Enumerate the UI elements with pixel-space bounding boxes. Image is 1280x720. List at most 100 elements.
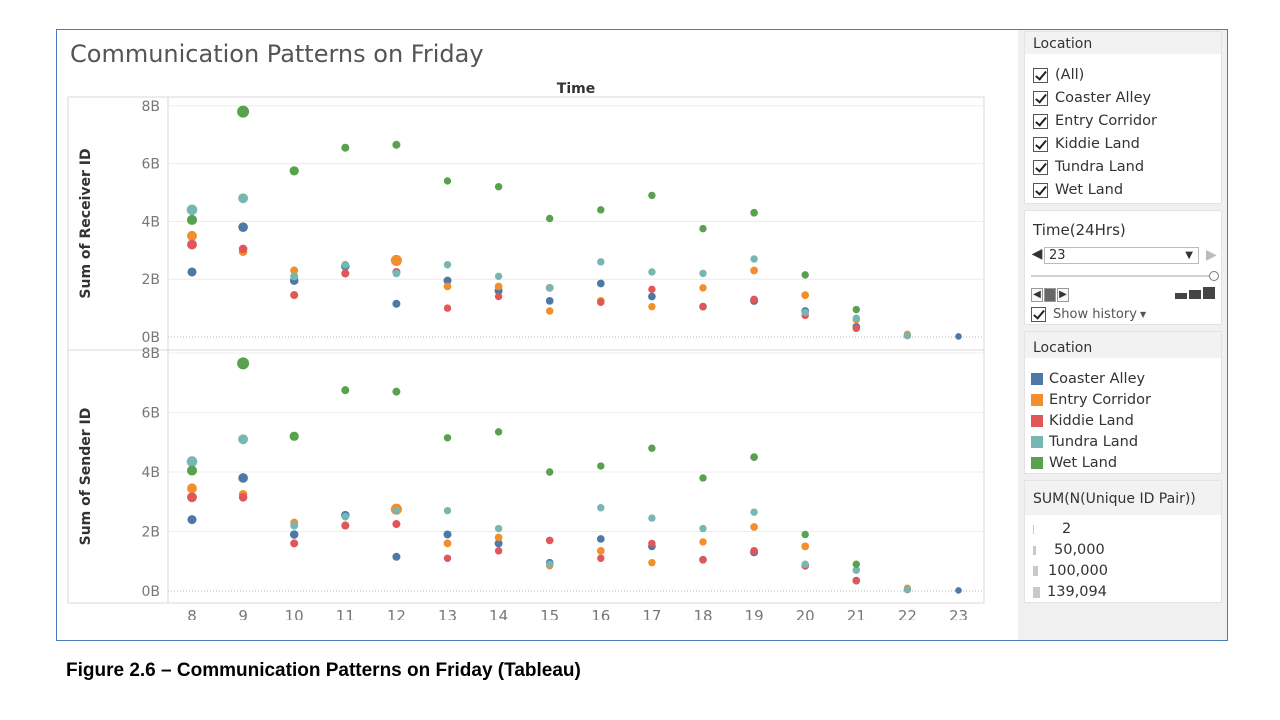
- data-point: [852, 560, 860, 568]
- data-point: [443, 530, 452, 539]
- data-point: [699, 538, 707, 546]
- data-point: [852, 566, 860, 574]
- y-tick-label: 4B: [141, 214, 160, 230]
- x-tick-label: 12: [387, 607, 406, 620]
- caret-down-icon[interactable]: ▼: [1139, 309, 1147, 319]
- filter-item-label: (All): [1055, 67, 1085, 83]
- data-point: [546, 284, 554, 292]
- checkbox-icon[interactable]: [1033, 136, 1048, 152]
- size-legend-mark: [1033, 524, 1034, 534]
- size-legend-item: 2: [1033, 519, 1071, 539]
- legend-swatch: [1031, 436, 1043, 448]
- chart-title: Communication Patterns on Friday: [70, 40, 484, 68]
- data-point: [546, 214, 554, 223]
- data-point: [494, 539, 503, 548]
- x-tick-label: 22: [898, 607, 917, 620]
- filter-item-wet-land[interactable]: Wet Land: [1033, 180, 1123, 200]
- data-point: [187, 239, 197, 250]
- data-point: [801, 560, 809, 568]
- checkbox-icon[interactable]: [1033, 90, 1048, 106]
- data-point: [390, 254, 402, 266]
- time-filter-card: Time(24Hrs) ◀ 23 ▼ ▶ ◀ ▶ Show history ▼: [1024, 210, 1222, 325]
- data-point: [597, 258, 605, 266]
- data-point: [852, 324, 860, 333]
- data-point: [290, 291, 299, 300]
- size-legend-card: SUM(N(Unique ID Pair)) 2 50,000 100,000 …: [1024, 480, 1222, 603]
- filter-item-entry-corridor[interactable]: Entry Corridor: [1033, 111, 1157, 131]
- data-point: [443, 304, 452, 312]
- data-point: [494, 282, 503, 291]
- checkbox-icon[interactable]: [1033, 67, 1048, 83]
- x-tick-label: 17: [642, 607, 661, 620]
- data-point: [392, 387, 401, 396]
- data-point: [187, 267, 197, 277]
- speed-slow-icon[interactable]: [1175, 293, 1187, 299]
- data-point: [648, 539, 656, 548]
- data-point: [238, 244, 248, 254]
- step-forward-icon[interactable]: ▶: [1057, 288, 1069, 302]
- filter-item-all[interactable]: (All): [1033, 65, 1084, 85]
- prev-value-button[interactable]: ◀: [1031, 246, 1043, 262]
- data-point: [443, 276, 452, 285]
- time-slider-handle[interactable]: [1209, 271, 1219, 281]
- stop-icon[interactable]: [1044, 288, 1056, 302]
- checkbox-icon[interactable]: [1033, 159, 1048, 175]
- data-point: [750, 266, 758, 275]
- legend-item-label: Entry Corridor: [1049, 392, 1151, 408]
- data-point: [903, 332, 911, 340]
- data-point: [187, 483, 197, 494]
- checkbox-icon[interactable]: [1033, 182, 1048, 198]
- data-point: [597, 554, 605, 562]
- data-point: [597, 298, 605, 307]
- time-select-value: 23: [1049, 248, 1066, 263]
- filter-item-kiddie-land[interactable]: Kiddie Land: [1033, 134, 1140, 154]
- data-point: [341, 269, 350, 278]
- legend-swatch: [1031, 415, 1043, 427]
- y-tick-label: 6B: [141, 406, 160, 422]
- data-point: [443, 434, 452, 442]
- data-point: [238, 434, 249, 445]
- show-history-toggle[interactable]: Show history ▼: [1031, 304, 1146, 324]
- data-point: [597, 462, 605, 470]
- legend-item-label: Kiddie Land: [1049, 413, 1134, 429]
- time-select[interactable]: 23 ▼: [1044, 247, 1199, 264]
- data-point: [494, 292, 503, 301]
- data-point: [597, 206, 605, 214]
- data-point: [186, 214, 198, 225]
- step-back-icon[interactable]: ◀: [1031, 288, 1043, 302]
- y-tick-label: 0B: [141, 330, 160, 346]
- data-point: [341, 386, 350, 395]
- show-history-label: Show history: [1053, 306, 1137, 322]
- data-point: [494, 524, 503, 533]
- checkbox-icon[interactable]: [1031, 306, 1046, 322]
- filter-item-label: Entry Corridor: [1055, 113, 1157, 129]
- legend-item-label: Wet Land: [1049, 455, 1118, 471]
- x-tick-label: 23: [949, 607, 968, 620]
- x-tick-label: 9: [238, 607, 248, 620]
- time-slider-track[interactable]: [1031, 275, 1211, 277]
- checkbox-icon[interactable]: [1033, 113, 1048, 129]
- filter-item-tundra-land[interactable]: Tundra Land: [1033, 157, 1144, 177]
- speed-medium-icon[interactable]: [1189, 290, 1201, 299]
- data-point: [187, 492, 197, 503]
- size-legend-label: 139,094: [1047, 584, 1107, 600]
- next-value-button[interactable]: ▶: [1206, 247, 1217, 263]
- data-point: [392, 269, 401, 278]
- data-point: [443, 554, 452, 562]
- filter-item-coaster-alley[interactable]: Coaster Alley: [1033, 88, 1151, 108]
- data-point: [750, 523, 758, 531]
- data-point: [699, 284, 707, 292]
- panel-frame: [67, 96, 985, 351]
- chevron-down-icon: ▼: [1185, 250, 1193, 261]
- speed-fast-icon[interactable]: [1203, 287, 1215, 299]
- x-tick-label: 18: [693, 607, 712, 620]
- x-tick-label: 14: [489, 607, 508, 620]
- data-point: [186, 465, 198, 476]
- location-filter-header: Location: [1025, 32, 1221, 54]
- data-point: [238, 473, 248, 483]
- data-point: [187, 230, 197, 241]
- data-point: [187, 515, 197, 525]
- y-axis-label: Sum of Receiver ID: [78, 148, 94, 298]
- data-point: [186, 456, 198, 467]
- data-point: [392, 140, 401, 149]
